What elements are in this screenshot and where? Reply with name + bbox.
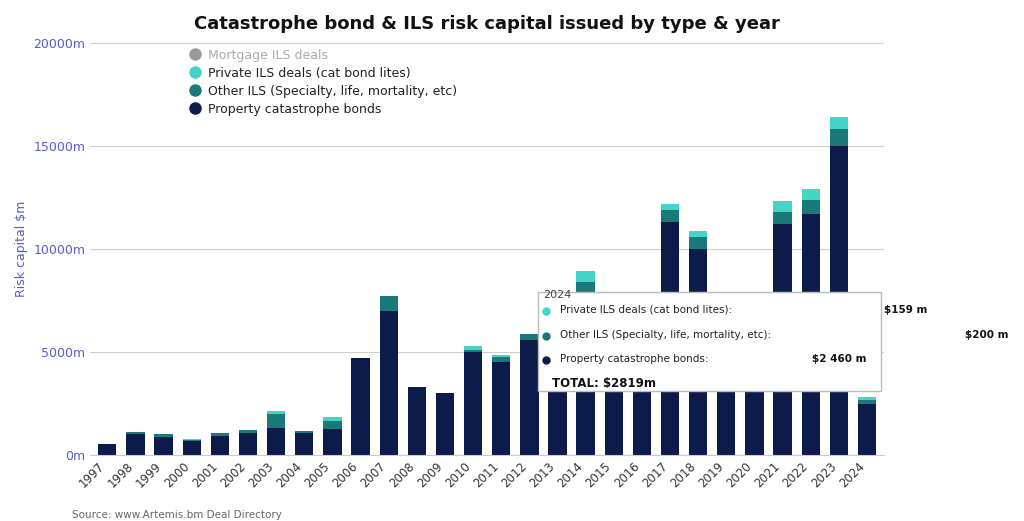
- Bar: [717, 333, 735, 455]
- Y-axis label: Risk capital $m: Risk capital $m: [15, 201, 28, 297]
- Bar: [717, 325, 735, 328]
- Bar: [802, 200, 820, 214]
- Bar: [182, 440, 201, 441]
- Bar: [660, 222, 679, 455]
- Bar: [773, 201, 792, 212]
- Bar: [464, 352, 482, 455]
- Bar: [633, 319, 651, 323]
- Bar: [239, 430, 257, 433]
- Legend: Mortgage ILS deals, Private ILS deals (cat bond lites), Other ILS (Specialty, li: Mortgage ILS deals, Private ILS deals (c…: [191, 49, 458, 116]
- Bar: [493, 357, 510, 362]
- Bar: [689, 237, 708, 249]
- Bar: [773, 212, 792, 224]
- Bar: [633, 323, 651, 327]
- Bar: [464, 350, 482, 352]
- Text: $2 460 m: $2 460 m: [812, 354, 867, 364]
- Text: Source: www.Artemis.bm Deal Directory: Source: www.Artemis.bm Deal Directory: [72, 511, 282, 520]
- Bar: [408, 387, 426, 455]
- Bar: [324, 429, 342, 455]
- Bar: [548, 293, 566, 300]
- Bar: [577, 296, 595, 455]
- Bar: [155, 437, 173, 455]
- Bar: [829, 129, 848, 146]
- Bar: [689, 249, 708, 455]
- Bar: [802, 189, 820, 200]
- Bar: [577, 282, 595, 296]
- Bar: [351, 358, 370, 455]
- Bar: [858, 400, 877, 404]
- Bar: [436, 393, 454, 455]
- Bar: [295, 431, 313, 433]
- Bar: [689, 231, 708, 237]
- Bar: [324, 421, 342, 429]
- Bar: [548, 300, 566, 307]
- Bar: [155, 435, 173, 437]
- Bar: [267, 414, 286, 428]
- Bar: [520, 340, 539, 455]
- Text: TOTAL: $2819m: TOTAL: $2819m: [552, 377, 655, 390]
- Bar: [604, 297, 623, 309]
- Bar: [267, 428, 286, 455]
- Bar: [745, 323, 764, 325]
- Text: Property catastrophe bonds:: Property catastrophe bonds:: [560, 354, 712, 364]
- Bar: [604, 309, 623, 315]
- Bar: [660, 210, 679, 222]
- Text: Private ILS deals (cat bond lites):: Private ILS deals (cat bond lites):: [560, 305, 735, 315]
- Bar: [520, 333, 539, 340]
- Bar: [380, 296, 397, 311]
- FancyBboxPatch shape: [538, 292, 881, 391]
- Bar: [126, 435, 144, 455]
- Bar: [126, 432, 144, 435]
- Bar: [211, 433, 229, 436]
- Text: $159 m: $159 m: [885, 305, 928, 315]
- Bar: [660, 204, 679, 210]
- Bar: [745, 329, 764, 455]
- Text: 2024: 2024: [544, 291, 571, 301]
- Bar: [717, 328, 735, 333]
- Bar: [493, 355, 510, 357]
- Bar: [829, 117, 848, 129]
- Bar: [182, 439, 201, 440]
- Bar: [493, 362, 510, 455]
- Title: Catastrophe bond & ILS risk capital issued by type & year: Catastrophe bond & ILS risk capital issu…: [195, 15, 780, 33]
- Bar: [324, 417, 342, 421]
- Bar: [745, 325, 764, 329]
- Bar: [773, 224, 792, 455]
- Bar: [858, 397, 877, 400]
- Bar: [295, 433, 313, 455]
- Text: Other ILS (Specialty, life, mortality, etc):: Other ILS (Specialty, life, mortality, e…: [560, 330, 775, 340]
- Bar: [858, 404, 877, 455]
- Bar: [239, 433, 257, 455]
- Bar: [604, 315, 623, 455]
- Bar: [464, 346, 482, 350]
- Bar: [380, 311, 397, 455]
- Bar: [577, 270, 595, 282]
- Bar: [802, 214, 820, 455]
- Bar: [548, 307, 566, 455]
- Bar: [267, 411, 286, 414]
- Bar: [829, 146, 848, 455]
- Text: $200 m: $200 m: [966, 330, 1009, 340]
- Bar: [182, 441, 201, 455]
- Bar: [211, 436, 229, 455]
- Bar: [98, 444, 117, 455]
- Bar: [633, 327, 651, 455]
